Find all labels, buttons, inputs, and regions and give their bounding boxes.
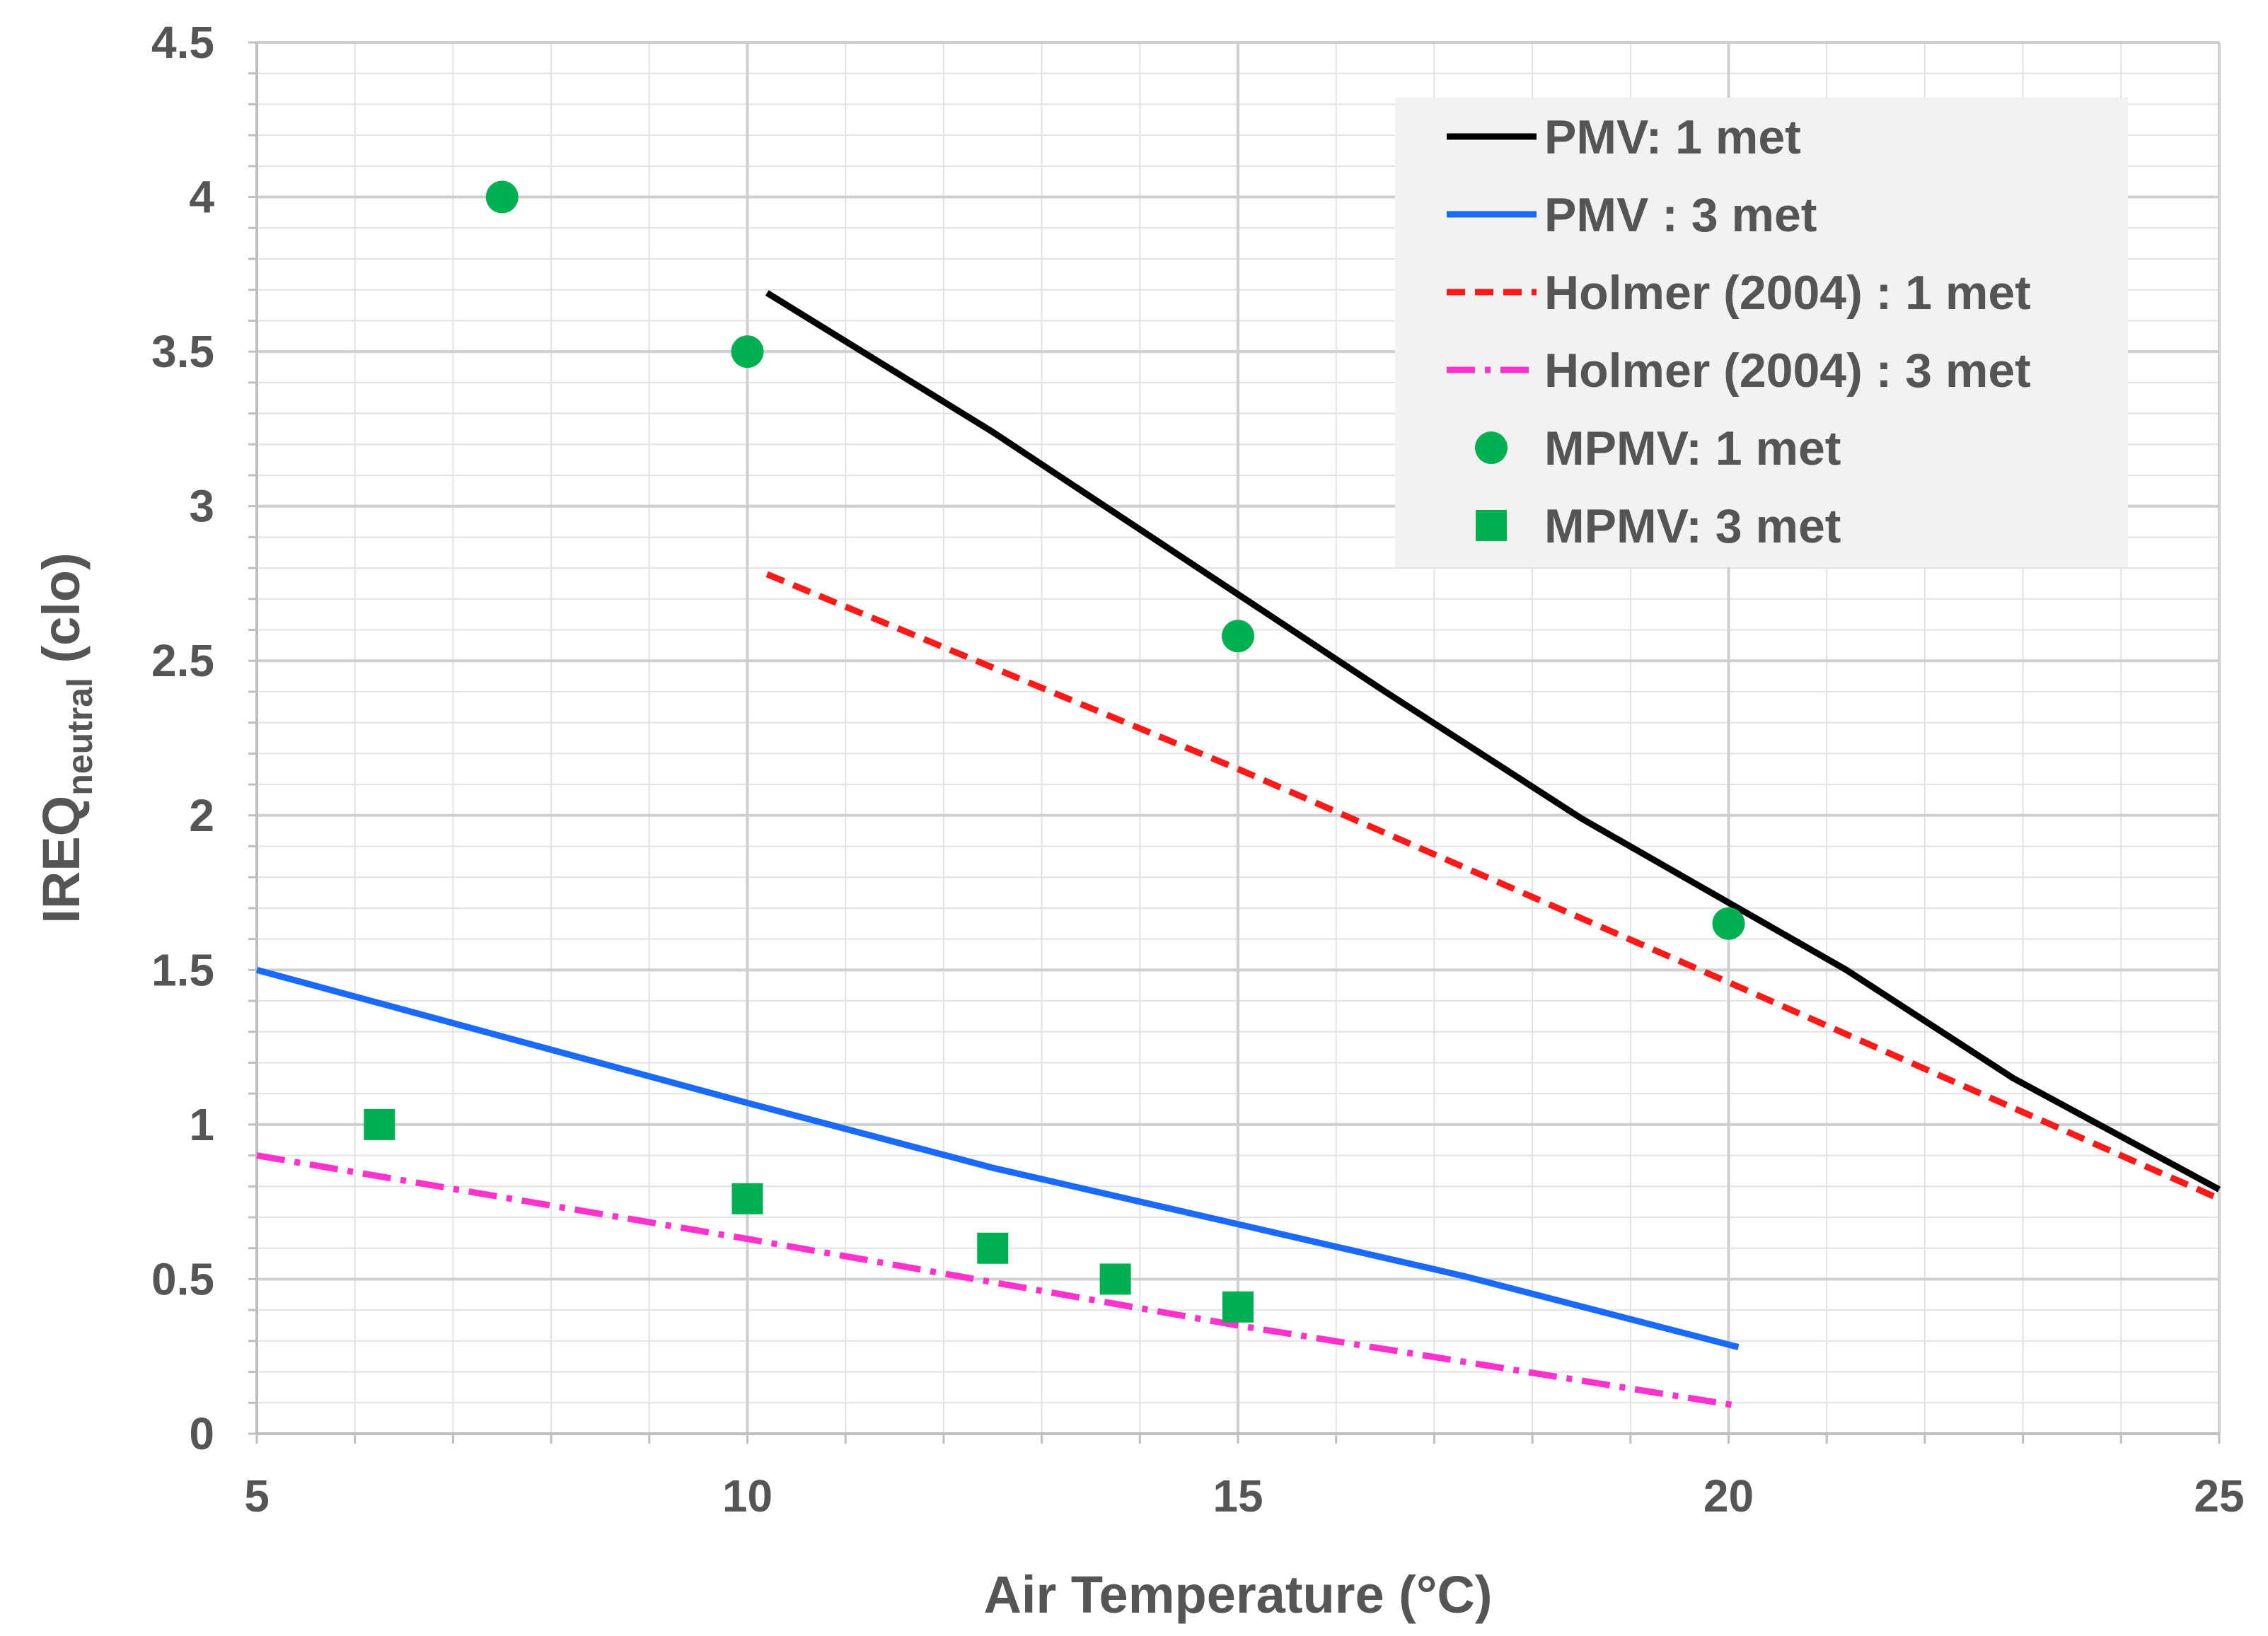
- y-tick-label: 4: [189, 172, 214, 223]
- y-axis-ticks: 0 0.5 1 1.5 2 2.5 3 3.5 4 4.5: [151, 17, 214, 1459]
- legend-item-5-label: MPMV: 1 met: [1544, 422, 1841, 475]
- legend-item-2-label: PMV : 3 met: [1544, 188, 1817, 242]
- legend-item-4-label: Holmer (2004) : 3 met: [1544, 344, 2031, 398]
- y-axis-label: IREQneutral (clo): [32, 552, 100, 923]
- series-2-line: [255, 966, 1740, 1350]
- series-layer: [255, 180, 2221, 1410]
- y-tick-label: 3.5: [151, 326, 214, 377]
- legend-item-1-label: PMV: 1 met: [1544, 110, 1801, 164]
- x-tick-label: 20: [1703, 1470, 1754, 1521]
- series-3-line: [765, 571, 2221, 1202]
- series-4-line: [256, 1152, 1740, 1410]
- y-axis-label-subscript: neutral: [60, 678, 100, 796]
- x-tick-label: 10: [722, 1470, 773, 1521]
- y-tick-label: 2.5: [151, 635, 214, 686]
- y-tick-label: 3: [189, 481, 214, 532]
- y-axis-label-main: IREQ: [32, 796, 91, 924]
- x-axis-label: Air Temperature (°C): [983, 1565, 1492, 1624]
- series-5-point: [1222, 620, 1254, 653]
- x-tick-label: 5: [244, 1470, 270, 1521]
- series-5-point: [485, 180, 519, 214]
- series-5-point: [1712, 907, 1745, 940]
- y-tick-label: 2: [189, 790, 214, 841]
- y-tick-label: 0: [189, 1408, 214, 1459]
- legend-item-3-label: Holmer (2004) : 1 met: [1544, 266, 2031, 320]
- series-5-point: [731, 335, 764, 369]
- legend-background: [1395, 98, 2128, 567]
- x-tick-label: 25: [2194, 1470, 2244, 1521]
- y-tick-label: 1.5: [151, 944, 214, 995]
- x-tick-label: 15: [1213, 1470, 1263, 1521]
- series-6-point: [977, 1232, 1009, 1264]
- series-6-point: [731, 1183, 763, 1214]
- legend-item-6-label: MPMV: 3 met: [1544, 499, 1841, 553]
- y-tick-label: 0.5: [151, 1253, 214, 1304]
- y-axis-label-unit: (clo): [32, 552, 91, 678]
- legend: PMV: 1 met PMV : 3 met Holmer (2004) : 1 m…: [1395, 98, 2128, 567]
- legend-item-5-swatch: [1475, 431, 1508, 464]
- series-6-point: [1222, 1291, 1254, 1323]
- series-6-point: [364, 1108, 395, 1140]
- x-axis-ticks: 5 10 15 20 25: [244, 1470, 2244, 1521]
- series-6-point: [1099, 1263, 1131, 1295]
- series-1-line: [765, 290, 2221, 1193]
- y-tick-label: 1: [189, 1099, 214, 1150]
- legend-item-6-swatch: [1476, 510, 1507, 541]
- y-tick-label: 4.5: [151, 17, 214, 68]
